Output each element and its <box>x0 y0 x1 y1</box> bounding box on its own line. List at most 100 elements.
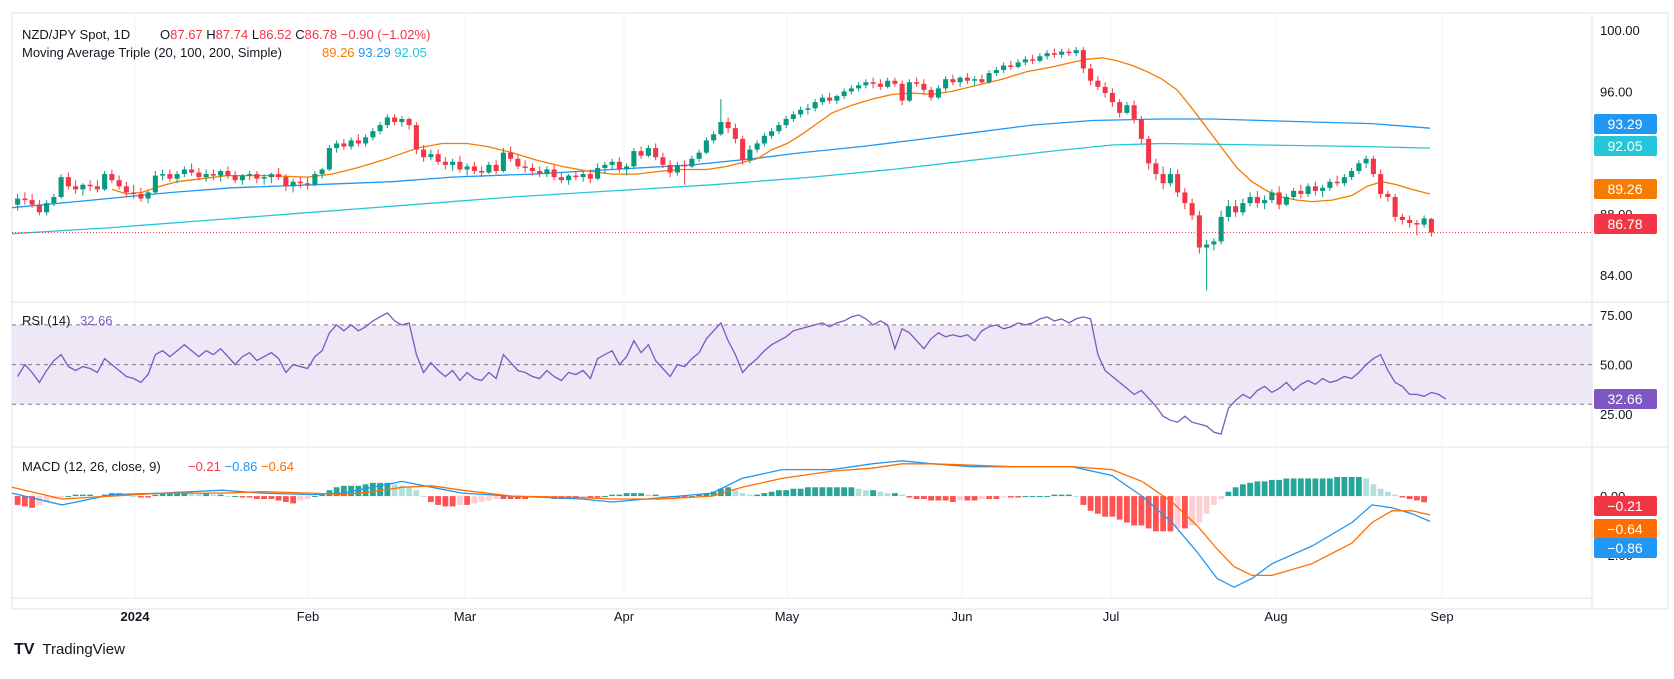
macd-histogram-bar <box>1065 494 1072 497</box>
candle-body <box>1341 177 1347 184</box>
macd-histogram-bar <box>1138 496 1145 526</box>
candle-body <box>1211 241 1217 245</box>
rsi-tick-label: 25.00 <box>1600 407 1633 422</box>
candle-body <box>44 203 50 213</box>
macd-histogram-bar <box>1377 488 1384 497</box>
rsi-tick-label: 50.00 <box>1600 358 1633 373</box>
candle-body <box>58 177 64 198</box>
candle-body <box>950 79 956 83</box>
macd-histogram-bar <box>471 496 478 504</box>
candle-body <box>486 164 492 173</box>
candle-body <box>783 118 789 126</box>
macd-histogram-bar <box>282 496 289 502</box>
macd-histogram-bar <box>166 493 173 497</box>
macd-histogram-bar <box>1348 476 1355 497</box>
candle-body <box>181 169 187 175</box>
macd-histogram-bar <box>1421 496 1428 503</box>
candle-body <box>464 166 470 170</box>
candle-body <box>1059 51 1065 55</box>
candle-body <box>834 96 840 101</box>
candle-body <box>906 82 912 101</box>
macd-histogram-bar <box>928 496 935 501</box>
candle-body <box>457 161 463 170</box>
candle-body <box>1262 200 1268 204</box>
candle-body <box>580 174 586 178</box>
candle-body <box>798 109 804 115</box>
price-pane[interactable]: 100.0096.0088.0084.0093.2992.0589.2686.7… <box>11 23 1657 291</box>
ma20-badge: 89.26 <box>1607 181 1642 197</box>
macd-histogram-bar <box>1203 496 1210 514</box>
macd-histogram-bar <box>1232 487 1239 497</box>
ma20-line <box>111 57 1431 203</box>
macd-histogram-bar <box>1268 479 1275 497</box>
candle-body <box>15 198 21 205</box>
macd-histogram-bar <box>1022 496 1029 498</box>
macd-histogram-bar <box>311 496 318 498</box>
rsi-label: RSI (14) <box>22 313 70 328</box>
time-tick-label: Mar <box>454 609 477 624</box>
candle-body <box>1022 59 1028 63</box>
ma-label: Moving Average Triple (20, 100, 200, Sim… <box>22 45 282 60</box>
candle-body <box>986 73 992 83</box>
candle-body <box>1189 203 1195 216</box>
candle-body <box>450 161 456 165</box>
candle-body <box>1008 65 1014 67</box>
macd-histogram-bar <box>456 496 463 505</box>
macd-histogram-bar <box>152 494 159 497</box>
candle-body <box>537 171 543 175</box>
macd-histogram-bar <box>986 496 993 500</box>
candle-body <box>1088 68 1094 81</box>
candle-body <box>399 118 405 123</box>
macd-histogram-bar <box>587 496 594 498</box>
rsi-tick-label: 75.00 <box>1600 308 1633 323</box>
macd-pane[interactable]: 0.00−2.00−0.21 −0.86 −0.64−0.21−0.64−0.8… <box>11 459 1657 588</box>
macd-histogram-bar <box>369 482 376 497</box>
candle-body <box>848 88 854 92</box>
candle-body <box>522 166 528 168</box>
macd-histogram-bar <box>906 496 913 498</box>
candle-body <box>1385 193 1391 198</box>
macd-histogram-bar <box>775 490 782 497</box>
macd-badge-bg <box>1594 519 1657 539</box>
macd-histogram-bar <box>638 493 645 497</box>
macd-histogram-bar <box>319 494 326 497</box>
macd-histogram-bar <box>935 496 942 501</box>
macd-histogram-bar <box>290 496 297 504</box>
candle-body <box>1124 105 1130 113</box>
ma200-badge: 92.05 <box>1607 138 1642 154</box>
candle-body <box>595 167 601 179</box>
macd-histogram-bar <box>21 496 28 507</box>
candle-body <box>94 186 100 190</box>
candle-body <box>979 79 985 83</box>
candle-body <box>885 80 891 87</box>
macd-histogram-bar <box>754 494 761 497</box>
macd-histogram-bar <box>1312 478 1319 497</box>
candle-body <box>711 134 717 141</box>
chart-border <box>11 12 1669 610</box>
time-axis[interactable]: 2024 Feb Mar Apr May Jun Jul Aug Sep <box>121 609 1454 624</box>
candle-body <box>993 70 999 74</box>
macd-histogram-bar <box>1392 494 1399 497</box>
candle-body <box>645 148 651 156</box>
tradingview-logo[interactable]: TV TradingView <box>14 641 125 659</box>
macd-histogram-bar <box>688 496 695 498</box>
candle-body <box>892 80 898 84</box>
candle-body <box>377 125 383 132</box>
price-tick-label: 96.00 <box>1600 84 1633 99</box>
candle-body <box>1015 62 1021 67</box>
macd-histogram-bar <box>652 494 659 497</box>
macd-histogram-bar <box>1181 496 1188 529</box>
candle-body <box>22 198 28 201</box>
macd-histogram-bar <box>862 490 869 497</box>
candle-body <box>167 174 173 179</box>
macd-histogram-bar <box>1094 496 1101 514</box>
candle-body <box>384 117 390 126</box>
candle-body <box>1109 92 1115 103</box>
macd-histogram-bar <box>500 496 507 500</box>
candle-body <box>1073 50 1079 54</box>
candle-body <box>819 97 825 103</box>
candle-body <box>1240 203 1246 213</box>
